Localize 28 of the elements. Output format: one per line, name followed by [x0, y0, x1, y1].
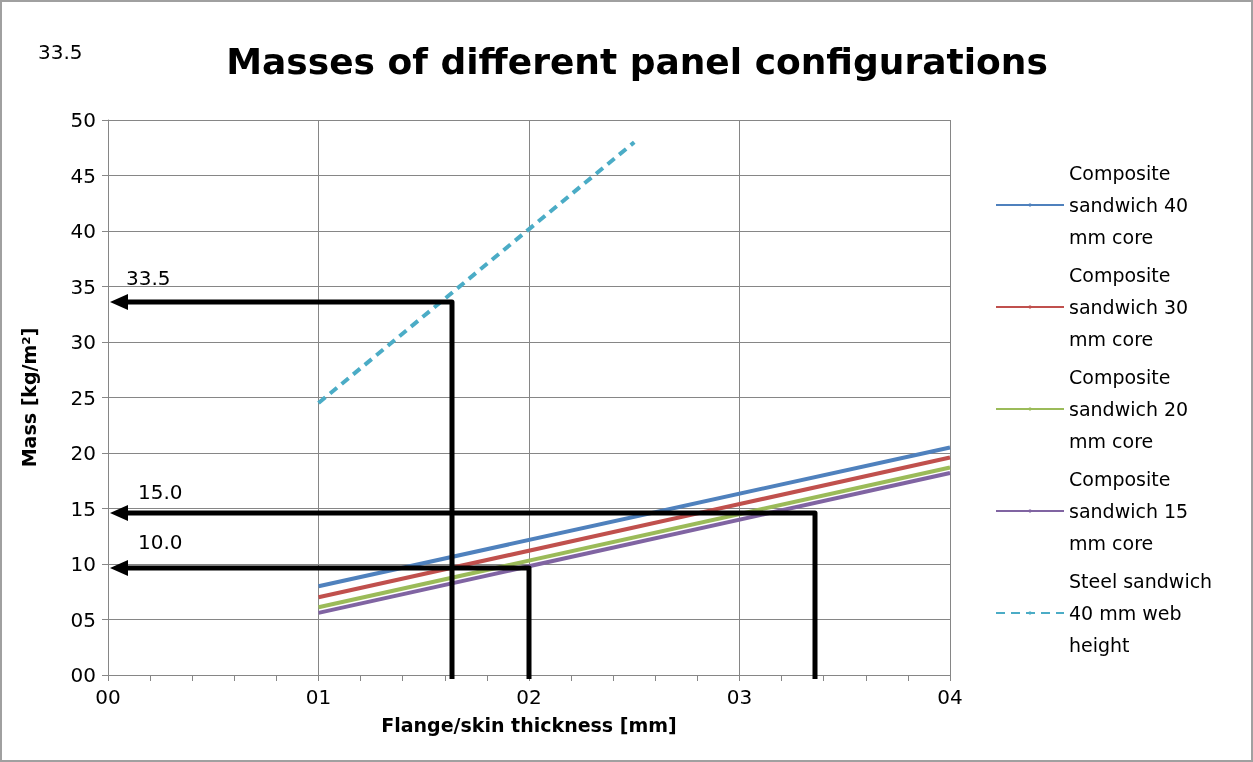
x-tick-label: 02 [516, 685, 542, 709]
y-tick-label: 10 [70, 552, 96, 576]
x-axis-title: Flange/skin thickness [mm] [381, 713, 677, 736]
y-tick-label: 15 [70, 496, 96, 521]
legend-label: Steel sandwich 40 mm web height [1069, 570, 1219, 656]
x-tick-label: 04 [937, 685, 963, 709]
annotation: 10.0 [138, 530, 183, 554]
y-tick-label: 50 [70, 108, 96, 132]
legend-label: Composite sandwich 15 mm core [1069, 468, 1195, 554]
y-tick-label: 00 [70, 663, 96, 687]
x-tick-label: 01 [305, 685, 332, 709]
legend-label: Composite sandwich 20 mm core [1069, 366, 1195, 452]
x-tick-label: 00 [95, 685, 121, 709]
x-tick-label: 03 [726, 685, 753, 709]
annotation: 33.5 [126, 266, 171, 290]
y-tick-label: 30 [70, 330, 96, 354]
chart-title: Masses of different panel configurations [226, 40, 1048, 82]
annotation: 15.0 [138, 480, 183, 504]
y-tick-label: 25 [70, 385, 96, 410]
y-tick-label: 40 [70, 219, 96, 243]
y-tick-label: 35 [70, 274, 96, 299]
legend-label: Composite sandwich 40 mm core [1069, 162, 1195, 248]
y-tick-label: 45 [70, 163, 96, 188]
legend-label: Composite sandwich 30 mm core [1069, 264, 1195, 350]
y-tick-label: 20 [70, 441, 96, 465]
y-axis-title: Mass [kg/m²] [17, 327, 40, 468]
text: 33.5 [38, 40, 83, 64]
y-tick-label: 05 [70, 607, 96, 632]
